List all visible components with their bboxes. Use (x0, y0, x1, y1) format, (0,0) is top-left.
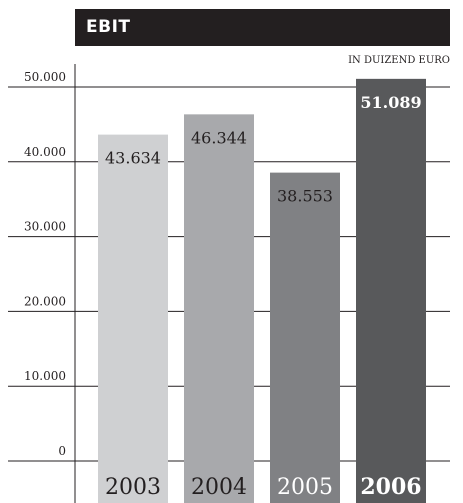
y-tick-label-4: 40.000 (24, 145, 66, 159)
bar-2006 (356, 78, 426, 503)
title-bar (75, 9, 450, 46)
y-tick-label-3: 30.000 (24, 220, 66, 234)
y-tick-label-0: 0 (58, 444, 66, 458)
y-tick-label-5: 50.000 (24, 70, 66, 84)
bar-value-label-2005: 38.553 (277, 187, 333, 206)
bar-value-label-2006: 51.089 (360, 93, 421, 112)
bar-2005 (270, 172, 340, 503)
x-category-label-2005: 2005 (277, 475, 333, 500)
y-tick-label-1: 10.000 (24, 369, 66, 383)
bar-2003 (98, 134, 168, 503)
x-category-label-2004: 2004 (191, 475, 247, 500)
x-category-label-2006: 2006 (360, 474, 421, 500)
bar-value-label-2004: 46.344 (191, 128, 247, 147)
unit-label: IN DUIZEND EURO (348, 55, 450, 66)
y-tick-label-2: 20.000 (24, 294, 66, 308)
bar-value-label-2003: 43.634 (105, 149, 161, 168)
bar-2004 (184, 114, 254, 503)
x-category-label-2003: 2003 (105, 475, 161, 500)
chart-title: EBIT (86, 17, 131, 37)
